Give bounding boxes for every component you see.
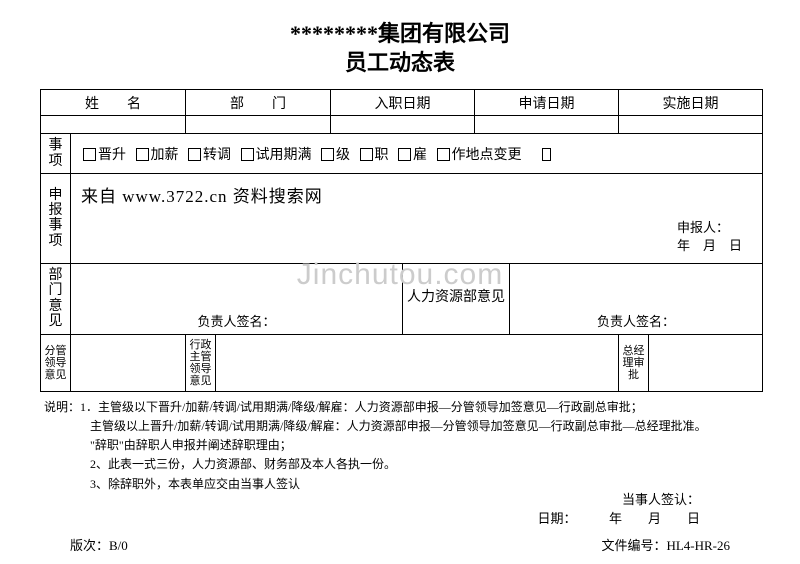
label-bumen: 部门意见 (41, 263, 71, 334)
hdr-dept: 部 门 (186, 90, 331, 116)
hr-signer: 负责人签名： (510, 311, 762, 330)
checkbox-icon[interactable] (188, 148, 201, 161)
checkbox-icon[interactable] (83, 148, 96, 161)
checkbox-icon[interactable] (136, 148, 149, 161)
label-xingzheng: 行政主管领导意见 (186, 334, 216, 391)
cb4: 试用期满 (256, 148, 312, 163)
company-title: ********集团有限公司 (40, 20, 760, 49)
party-sign: 当事人签认： (622, 492, 700, 507)
cb7: 雇 (413, 148, 427, 163)
xingzheng-cell[interactable] (216, 334, 619, 391)
label-zongjingli: 总经理审批 (619, 334, 649, 391)
footer: 版次：B/0 文件编号：HL4-HR-26 (40, 535, 760, 554)
note-2: 2、此表一式三份，人力资源部、财务部及本人各执一份。 (44, 455, 760, 474)
note-1a: 1．主管级以下晋升/加薪/转调/试用期满/降级/解雇：人力资源部申报—分管领导加… (80, 400, 643, 414)
hdr-impl: 实施日期 (619, 90, 763, 116)
doc-no: 文件编号：HL4-HR-26 (601, 535, 730, 554)
signoff-block: 当事人签认： 日期： 年 月 日 (40, 490, 760, 529)
form-table: 姓 名 部 门 入职日期 申请日期 实施日期 事项 晋升 加薪 转调 试用期满 … (40, 89, 763, 392)
blank-row (41, 116, 763, 134)
label-fenguan: 分管领导意见 (41, 334, 71, 391)
applicant-date: 年 月 日 (677, 238, 742, 253)
checkbox-icon[interactable] (360, 148, 373, 161)
hr-opinion-cell[interactable]: 负责人签名： (510, 263, 763, 334)
cb6: 职 (375, 148, 389, 163)
applicant-sig: 申报人： 年 月 日 (677, 219, 742, 255)
cb2: 加薪 (151, 148, 179, 163)
source-banner: 来自 www.3722.cn 资料搜索网 (81, 187, 323, 206)
cell-dept[interactable] (186, 116, 331, 134)
title-block: ********集团有限公司 员工动态表 (40, 20, 760, 77)
leaders-row: 分管领导意见 行政主管领导意见 总经理审批 (41, 334, 763, 391)
checkbox-icon[interactable] (437, 148, 450, 161)
header-row: 姓 名 部 门 入职日期 申请日期 实施日期 (41, 90, 763, 116)
cb1: 晋升 (98, 148, 126, 163)
checkbox-icon[interactable] (321, 148, 334, 161)
label-hr: 人力资源部意见 (403, 263, 510, 334)
checkbox-icon[interactable] (241, 148, 254, 161)
cell-name[interactable] (41, 116, 186, 134)
report-row: 申报事项 来自 www.3722.cn 资料搜索网 申报人： 年 月 日 (41, 173, 763, 263)
checkbox-icon[interactable] (398, 148, 411, 161)
zongjingli-cell[interactable] (649, 334, 763, 391)
label-shenbao: 申报事项 (41, 173, 71, 263)
opinions-row: 部门意见 负责人签名： 人力资源部意见 负责人签名： (41, 263, 763, 334)
checkbox-icon[interactable] (542, 148, 551, 161)
hdr-name: 姓 名 (41, 90, 186, 116)
cell-entry[interactable] (331, 116, 475, 134)
cell-impl[interactable] (619, 116, 763, 134)
version: 版次：B/0 (70, 535, 128, 554)
label-shixiang: 事项 (41, 134, 71, 174)
cb8: 作地点变更 (452, 148, 522, 163)
cell-apply[interactable] (475, 116, 619, 134)
note-1c: "辞职"由辞职人申报并阐述辞职理由； (44, 436, 760, 455)
note-1b: 主管级以上晋升/加薪/转调/试用期满/降级/解雇：人力资源部申报—分管领导加签意… (44, 417, 760, 436)
notes-block: 说明：1．主管级以下晋升/加薪/转调/试用期满/降级/解雇：人力资源部申报—分管… (40, 398, 760, 494)
cb5: 级 (336, 148, 350, 163)
party-date: 日期： 年 月 日 (537, 511, 700, 526)
notes-prefix: 说明： (44, 400, 80, 414)
matters-row: 事项 晋升 加薪 转调 试用期满 级 职 雇 作地点变更 (41, 134, 763, 174)
fenguan-cell[interactable] (71, 334, 186, 391)
form-title: 员工动态表 (40, 49, 760, 78)
cb3: 转调 (203, 148, 231, 163)
matters-cell: 晋升 加薪 转调 试用期满 级 职 雇 作地点变更 (71, 134, 763, 174)
dept-opinion-cell[interactable]: 负责人签名： (71, 263, 403, 334)
hdr-entry: 入职日期 (331, 90, 475, 116)
applicant-label: 申报人： (677, 220, 729, 235)
report-cell[interactable]: 来自 www.3722.cn 资料搜索网 申报人： 年 月 日 (71, 173, 763, 263)
dept-signer: 负责人签名： (71, 311, 402, 330)
hdr-apply: 申请日期 (475, 90, 619, 116)
